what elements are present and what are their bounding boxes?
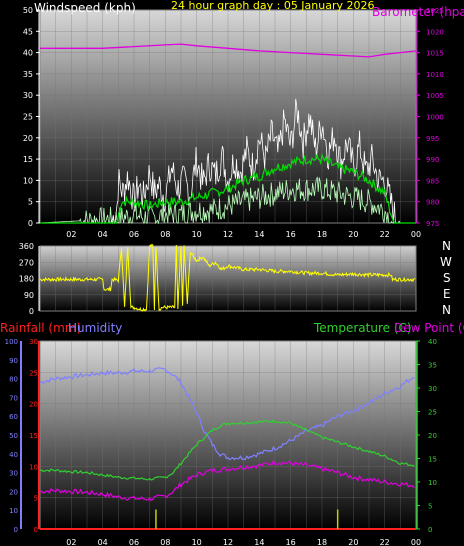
- barometer-ytick-label: 1000: [426, 114, 444, 122]
- temp-ytick-label: 10: [428, 479, 437, 487]
- temp-ytick-label: 0: [428, 526, 432, 534]
- graph-date-title: 24 hour graph day : 05 January 2026: [171, 0, 375, 12]
- humidity-ytick-label: 0: [14, 526, 18, 534]
- windspeed-axis-title: Windspeed (kph): [34, 1, 136, 15]
- rain-ytick-label: 30: [29, 338, 38, 346]
- direction-ytick-label: 360: [19, 242, 34, 251]
- humidity-ytick-label: 10: [9, 507, 18, 515]
- wind-ytick-label: 15: [23, 155, 33, 164]
- temp-xtick-label: 02: [66, 538, 76, 546]
- direction-ytick-label: 0: [29, 307, 34, 316]
- barometer-ytick-label: 1015: [426, 50, 444, 58]
- wind-xtick-label: 06: [129, 230, 139, 239]
- humidity-line: [39, 367, 415, 461]
- rain-ytick-label: 25: [29, 369, 38, 377]
- barometer-ytick-label: 1025: [426, 7, 444, 15]
- wind-ytick-label: 10: [23, 176, 33, 185]
- rain-ytick-label: 5: [34, 495, 38, 503]
- humidity-ytick-label: 90: [9, 357, 18, 365]
- dew-point-line: [39, 459, 415, 502]
- barometer-ytick-label: 995: [426, 135, 439, 143]
- rain-ytick-label: 10: [29, 463, 38, 471]
- compass-label-s: S: [443, 271, 451, 285]
- temp-ytick-label: 5: [428, 503, 432, 511]
- rain-ytick-label: 0: [34, 526, 38, 534]
- wind-xtick-label: 18: [317, 230, 327, 239]
- wind-xtick-label: 20: [348, 230, 358, 239]
- wind-ytick-label: 20: [23, 134, 33, 143]
- temp-xtick-label: 22: [380, 538, 390, 546]
- temp-ytick-label: 30: [428, 385, 437, 393]
- barometer-ytick-label: 1020: [426, 28, 444, 36]
- temperature-axis-title: Temperature (C): [313, 321, 412, 335]
- temp-xtick-label: 14: [254, 538, 264, 546]
- temp-ytick-label: 25: [428, 409, 437, 417]
- humidity-ytick-label: 60: [9, 413, 18, 421]
- barometer-ytick-label: 1005: [426, 92, 444, 100]
- rain-ytick-label: 15: [29, 432, 38, 440]
- wind-average-line: [40, 152, 416, 224]
- humidity-ytick-label: 80: [9, 376, 18, 384]
- temp-xtick-label: 08: [160, 538, 170, 546]
- wind-xtick-label: 12: [223, 230, 233, 239]
- direction-ytick-label: 180: [19, 275, 34, 284]
- barometer-ytick-label: 1010: [426, 71, 444, 79]
- humidity-ytick-label: 20: [9, 488, 18, 496]
- temperature-line: [39, 418, 415, 481]
- wind-ytick-label: 25: [23, 113, 33, 122]
- barometer-ytick-label: 985: [426, 177, 439, 185]
- rain-ytick-label: 20: [29, 401, 38, 409]
- temp-xtick-label: 20: [348, 538, 358, 546]
- temp-xtick-label: 10: [192, 538, 202, 546]
- temp-ytick-label: 40: [428, 338, 437, 346]
- wind-ytick-label: 35: [23, 70, 33, 79]
- temp-ytick-label: 20: [428, 432, 437, 440]
- wind-xtick-label: 04: [98, 230, 108, 239]
- rainfall-axis-title: Rainfall (mm): [0, 321, 81, 335]
- wind-ytick-label: 5: [28, 198, 33, 207]
- wind-low-line: [39, 176, 416, 225]
- wind-xtick-label: 10: [192, 230, 202, 239]
- compass-label-n-top: N: [442, 239, 451, 253]
- humidity-ytick-label: 100: [5, 338, 18, 346]
- humidity-ytick-label: 70: [9, 394, 18, 402]
- wind-direction-line: [39, 243, 416, 312]
- wind-xtick-label: 02: [66, 230, 76, 239]
- barometer-line: [40, 43, 417, 58]
- wind-ytick-label: 50: [23, 6, 33, 15]
- temp-xtick-label: 18: [317, 538, 327, 546]
- temp-xtick-label: 04: [98, 538, 108, 546]
- temp-xtick-label: 06: [129, 538, 139, 546]
- temp-ytick-label: 15: [428, 456, 437, 464]
- humidity-ytick-label: 50: [9, 432, 18, 440]
- compass-label-w: W: [440, 255, 452, 269]
- barometer-ytick-label: 975: [426, 220, 439, 228]
- humidity-axis-title: Humidity: [68, 321, 122, 335]
- direction-ytick-label: 270: [19, 258, 34, 267]
- temp-ytick-label: 35: [428, 362, 437, 370]
- temp-xtick-label: 16: [286, 538, 296, 546]
- wind-xtick-label: 22: [380, 230, 390, 239]
- compass-label-n-bottom: N: [442, 303, 451, 317]
- temp-xtick-label: 00: [411, 538, 421, 546]
- wind-xtick-label: 16: [286, 230, 296, 239]
- wind-xtick-label: 14: [254, 230, 264, 239]
- wind-ytick-label: 30: [23, 91, 33, 100]
- wind-ytick-label: 45: [23, 27, 33, 36]
- wind-xtick-label: 08: [160, 230, 170, 239]
- compass-label-e: E: [443, 287, 451, 301]
- wind-ytick-label: 40: [23, 49, 33, 58]
- wind-ytick-label: 0: [28, 219, 33, 228]
- barometer-ytick-label: 990: [426, 156, 439, 164]
- direction-ytick-label: 90: [24, 291, 34, 300]
- temp-xtick-label: 12: [223, 538, 233, 546]
- barometer-axis-title: Barometer (hpa: [372, 5, 464, 19]
- humidity-ytick-label: 40: [9, 451, 18, 459]
- wind-xtick-label: 00: [411, 230, 421, 239]
- barometer-ytick-label: 980: [426, 199, 439, 207]
- humidity-ytick-label: 30: [9, 470, 18, 478]
- dewpoint-axis-title: Dew Point (C: [394, 321, 464, 335]
